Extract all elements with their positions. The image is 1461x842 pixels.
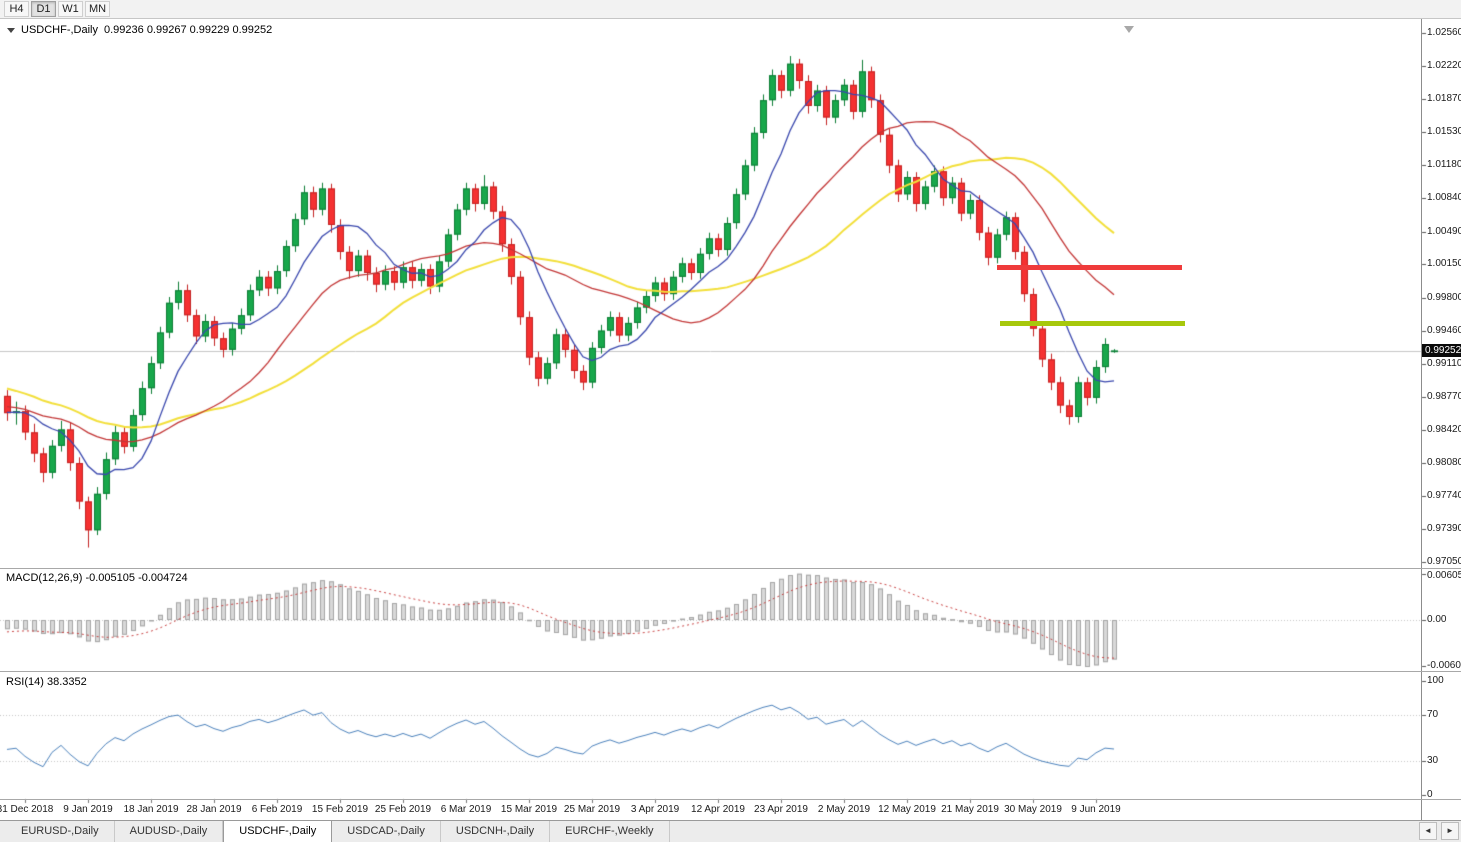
macd-indicator-label: MACD(12,26,9) -0.005105 -0.004724	[6, 572, 188, 584]
chart-window: USDCHF-,Daily 0.99236 0.99267 0.99229 0.…	[0, 19, 1461, 820]
timeframe-button-d1[interactable]: D1	[31, 1, 56, 17]
date-axis-label: 25 Mar 2019	[563, 804, 621, 815]
date-axis-label: 30 May 2019	[1004, 804, 1062, 815]
price-axis-label: 1.00840	[1427, 192, 1461, 204]
tabbar-spacer	[670, 821, 1417, 842]
tab-scroll-left-icon[interactable]: ◄	[1419, 822, 1437, 840]
macd-axis-label: 0.00	[1427, 614, 1447, 625]
price-scale-border	[1421, 19, 1422, 820]
date-axis-label: 2 May 2019	[817, 804, 871, 815]
price-axis-label: 1.01530	[1427, 125, 1461, 137]
symbol-label: USDCHF-,Daily	[21, 24, 98, 36]
date-axis-label: 6 Mar 2019	[440, 804, 492, 815]
support-line[interactable]	[999, 321, 1185, 326]
price-axis-label: 0.99800	[1427, 291, 1461, 303]
timeframe-toolbar: H4 D1 W1 MN	[0, 0, 1461, 19]
price-axis-label: 0.97050	[1427, 555, 1461, 567]
chart-tab-bar: EURUSD-,Daily AUDUSD-,Daily USDCHF-,Daily U…	[0, 820, 1461, 842]
rsi-axis-label: 70	[1427, 709, 1439, 721]
rsi-axis-label: 0	[1427, 789, 1433, 800]
symbol-dropdown-icon[interactable]	[7, 27, 15, 33]
chart-tab[interactable]: USDCHF-,Daily	[223, 821, 333, 842]
time-scale[interactable]: 31 Dec 2018 9 Jan 2019 18 Jan 2019 28 Jan 2…	[0, 800, 1421, 820]
date-axis-label: 31 Dec 2018	[0, 804, 54, 815]
price-axis-label: 0.98770	[1427, 390, 1461, 402]
date-axis-label: 12 Apr 2019	[691, 804, 745, 815]
chart-shift-marker-icon[interactable]	[1124, 26, 1134, 33]
current-price-tag: 0.99252	[1422, 344, 1461, 357]
timeframe-button-mn[interactable]: MN	[85, 1, 111, 17]
timeframe-button-h4[interactable]: H4	[4, 1, 29, 17]
price-axis-label: 0.98080	[1427, 457, 1461, 469]
date-axis-label: 15 Feb 2019	[311, 804, 369, 815]
price-axis-label: 0.97390	[1427, 523, 1461, 535]
price-axis-label: 1.02220	[1427, 59, 1461, 71]
date-axis-label: 3 Apr 2019	[630, 804, 680, 815]
panel-splitter-rsi[interactable]	[0, 671, 1461, 672]
timeframe-button-w1[interactable]: W1	[58, 1, 83, 17]
date-axis-label: 15 Mar 2019	[500, 804, 558, 815]
chart-tab[interactable]: AUDUSD-,Daily	[114, 821, 224, 842]
chart-title: USDCHF-,Daily 0.99236 0.99267 0.99229 0.…	[7, 24, 272, 36]
chart-canvas[interactable]	[0, 19, 1461, 820]
price-axis-label: 1.01180	[1427, 159, 1461, 171]
panel-splitter-macd[interactable]	[0, 568, 1461, 569]
chart-tab[interactable]: EURCHF-,Weekly	[550, 821, 670, 842]
rsi-axis-label: 30	[1427, 754, 1439, 766]
price-axis-label: 1.00150	[1427, 258, 1461, 270]
date-axis-label: 25 Feb 2019	[374, 804, 432, 815]
price-axis-label: 0.99460	[1427, 324, 1461, 336]
date-axis-label: 9 Jun 2019	[1071, 804, 1121, 815]
tab-scroll-right-icon[interactable]: ►	[1441, 822, 1459, 840]
chart-tab[interactable]: USDCAD-,Daily	[332, 821, 441, 842]
macd-axis-label: -0.0060698	[1427, 660, 1461, 672]
date-axis-label: 12 May 2019	[878, 804, 936, 815]
date-axis-label: 21 May 2019	[941, 804, 999, 815]
date-axis-label: 23 Apr 2019	[754, 804, 808, 815]
price-axis-label: 0.97740	[1427, 489, 1461, 501]
ohlc-values: 0.99236 0.99267 0.99229 0.99252	[104, 24, 273, 36]
price-axis-label: 0.98420	[1427, 424, 1461, 436]
rsi-axis-label: 100	[1427, 675, 1444, 686]
date-axis-label: 18 Jan 2019	[123, 804, 179, 815]
resistance-line[interactable]	[997, 265, 1182, 270]
date-axis-label: 28 Jan 2019	[186, 804, 242, 815]
chart-tab[interactable]: EURUSD-,Daily	[6, 821, 115, 842]
date-axis-label: 6 Feb 2019	[251, 804, 303, 815]
date-axis-label: 9 Jan 2019	[63, 804, 113, 815]
price-axis-label: 1.02560	[1427, 27, 1461, 38]
price-axis-label: 0.99110	[1427, 358, 1461, 370]
chart-tab[interactable]: USDCNH-,Daily	[440, 821, 551, 842]
macd-axis-label: 0.006058	[1427, 570, 1461, 581]
time-axis-border	[0, 799, 1461, 800]
price-axis-label: 1.01870	[1427, 93, 1461, 105]
rsi-indicator-label: RSI(14) 38.3352	[6, 676, 87, 688]
price-axis-label: 1.00490	[1427, 225, 1461, 237]
